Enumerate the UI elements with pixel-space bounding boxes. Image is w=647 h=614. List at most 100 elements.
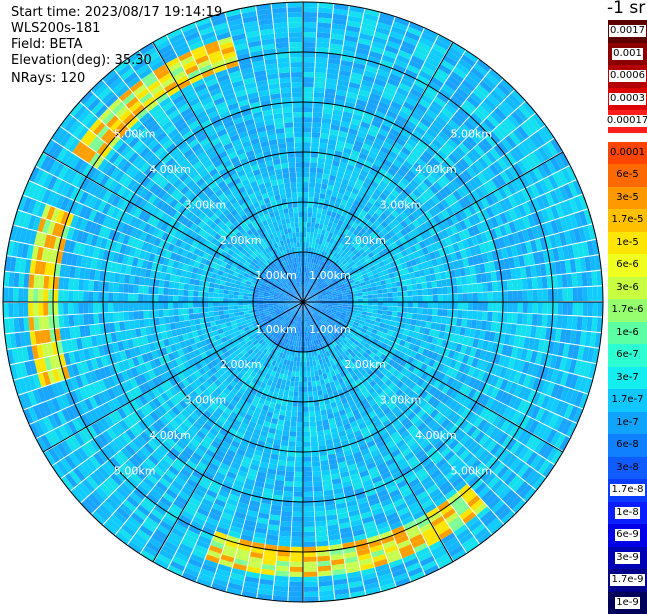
range-gate-cell bbox=[315, 516, 326, 522]
range-gate-cell bbox=[542, 315, 548, 327]
range-gate-cell bbox=[303, 202, 308, 207]
range-gate-cell bbox=[312, 122, 321, 128]
range-gate-cell bbox=[300, 367, 303, 372]
range-gate-cell bbox=[443, 302, 448, 309]
range-gate-cell bbox=[391, 316, 397, 321]
range-gate-cell bbox=[427, 315, 433, 322]
range-gate-cell bbox=[422, 289, 428, 295]
range-gate-cell bbox=[348, 299, 353, 301]
range-gate-cell bbox=[313, 233, 317, 239]
range-gate-cell bbox=[304, 437, 311, 442]
range-gate-cell bbox=[310, 162, 317, 168]
range-gate-cell bbox=[338, 298, 343, 300]
range-gate-cell bbox=[281, 511, 292, 517]
range-gate-cell bbox=[303, 142, 311, 147]
range-gate-cell bbox=[357, 308, 362, 312]
range-gate-cell bbox=[303, 172, 309, 177]
range-gate-cell bbox=[412, 284, 418, 290]
range-gate-cell bbox=[303, 102, 313, 107]
range-gate-cell bbox=[562, 316, 568, 329]
range-gate-cell bbox=[311, 137, 319, 143]
range-gate-cell bbox=[522, 279, 528, 290]
range-gate-cell bbox=[295, 467, 303, 472]
range-gate-cell bbox=[303, 52, 315, 57]
range-gate-cell bbox=[303, 402, 308, 407]
range-gate-cell bbox=[290, 567, 303, 572]
range-gate-cell bbox=[427, 282, 433, 289]
range-gate-cell bbox=[492, 282, 498, 292]
range-gate-cell bbox=[287, 456, 295, 462]
range-gate-cell bbox=[311, 222, 315, 228]
range-gate-cell bbox=[448, 302, 453, 309]
range-gate-cell bbox=[315, 72, 326, 78]
range-gate-cell bbox=[431, 281, 437, 288]
range-gate-cell bbox=[317, 163, 324, 169]
range-gate-cell bbox=[309, 406, 315, 411]
range-gate-cell bbox=[373, 298, 378, 302]
range-gate-cell bbox=[288, 371, 292, 377]
range-gate-cell bbox=[306, 347, 309, 352]
range-gate-cell bbox=[304, 487, 313, 492]
range-gate-cell bbox=[319, 193, 325, 199]
range-gate-cell bbox=[477, 283, 483, 292]
range-gate-cell bbox=[316, 218, 321, 224]
range-gate-cell bbox=[283, 426, 290, 432]
range-gate-cell bbox=[289, 587, 303, 592]
range-gate-cell bbox=[378, 306, 383, 310]
range-gate-cell bbox=[316, 536, 328, 542]
range-gate-cell bbox=[279, 415, 286, 421]
range-gate-cell bbox=[313, 481, 322, 487]
range-gate-cell bbox=[411, 278, 417, 284]
range-gate-cell bbox=[313, 471, 322, 477]
range-gate-cell bbox=[298, 392, 303, 397]
range-gate-cell bbox=[388, 293, 393, 298]
range-gate-cell bbox=[314, 406, 320, 412]
range-gate-cell bbox=[311, 436, 318, 442]
range-gate-cell bbox=[289, 386, 294, 392]
range-gate-cell bbox=[304, 502, 314, 507]
range-gate-cell bbox=[281, 516, 292, 522]
range-gate-cell bbox=[467, 311, 473, 320]
range-gate-cell bbox=[304, 467, 312, 472]
range-gate-cell bbox=[311, 371, 315, 377]
range-gate-cell bbox=[275, 571, 289, 577]
range-gate-cell bbox=[315, 62, 327, 68]
range-gate-cell bbox=[533, 290, 538, 302]
range-gate-cell bbox=[548, 302, 553, 314]
range-gate-cell bbox=[513, 302, 518, 313]
range-gate-cell bbox=[285, 476, 294, 482]
range-gate-cell bbox=[315, 188, 321, 194]
range-gate-cell bbox=[307, 367, 311, 372]
range-gate-cell bbox=[303, 227, 307, 232]
range-gate-cell bbox=[304, 442, 311, 447]
range-gate-cell bbox=[303, 207, 308, 212]
range-gate-cell bbox=[553, 289, 558, 301]
range-gate-cell bbox=[312, 456, 320, 462]
range-gate-cell bbox=[303, 157, 310, 162]
range-gate-cell bbox=[292, 371, 296, 376]
range-gate-cell bbox=[305, 257, 307, 262]
range-gate-cell bbox=[343, 304, 348, 306]
range-gate-cell bbox=[306, 357, 309, 362]
range-gate-cell bbox=[368, 298, 373, 302]
range-gate-cell bbox=[294, 382, 298, 387]
range-gate-cell bbox=[432, 288, 438, 295]
range-gate-cell bbox=[304, 522, 315, 527]
range-gate-cell bbox=[304, 527, 315, 532]
range-gate-cell bbox=[358, 296, 363, 299]
range-gate-cell bbox=[385, 320, 391, 325]
range-gate-cell bbox=[483, 302, 488, 311]
range-gate-cell bbox=[315, 521, 326, 527]
range-gate-cell bbox=[309, 411, 315, 416]
range-gate-cell bbox=[303, 192, 308, 197]
range-gate-cell bbox=[303, 357, 306, 362]
range-gate-cell bbox=[427, 309, 432, 316]
range-gate-cell bbox=[438, 295, 443, 302]
range-gate-cell bbox=[304, 547, 316, 552]
range-gate-cell bbox=[281, 405, 287, 411]
range-gate-cell bbox=[303, 97, 313, 102]
range-gate-cell bbox=[352, 307, 357, 310]
range-gate-cell bbox=[482, 283, 488, 292]
range-gate-cell bbox=[308, 207, 313, 212]
range-gate-cell bbox=[372, 309, 377, 313]
